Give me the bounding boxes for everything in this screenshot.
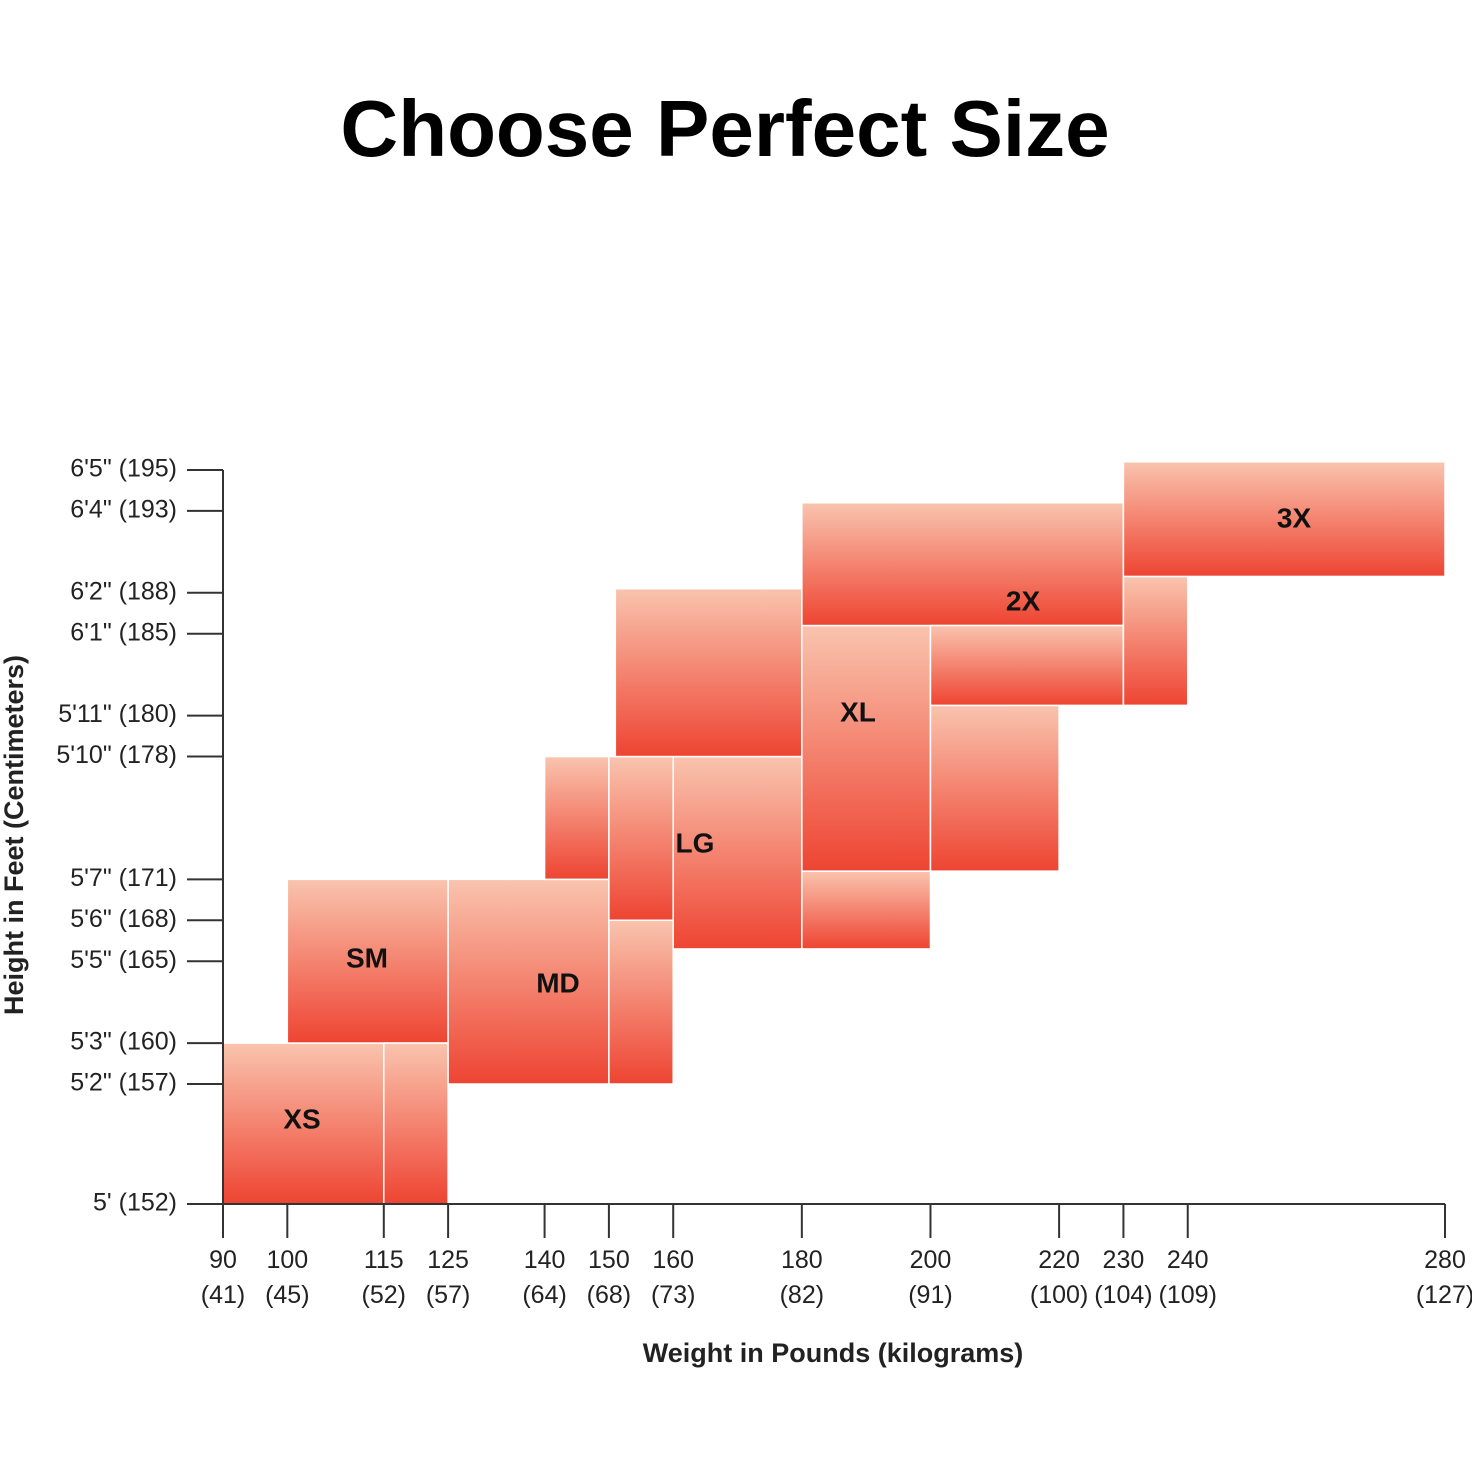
y-axis-title: Height in Feet (Centimeters) (0, 655, 29, 1015)
y-tick-label: 5'6" (168) (70, 905, 177, 933)
x-tick-label: 125 (57) (426, 1246, 470, 1309)
y-tick-label: 5'10" (178) (56, 741, 177, 769)
y-tick-label: 5'11" (180) (58, 700, 177, 728)
size-region (801, 870, 932, 950)
x-axis-title: Weight in Pounds (kilograms) (643, 1338, 1024, 1368)
size-region (608, 755, 674, 922)
x-tick-label: 150 (68) (587, 1246, 631, 1309)
y-tick-label: 6'2" (188) (70, 577, 177, 605)
y-tick-label: 5' (152) (93, 1189, 177, 1217)
x-tick-label: 115 (52) (362, 1246, 406, 1309)
size-region (929, 704, 1060, 872)
x-tick-label: 200 (91) (908, 1246, 952, 1309)
x-tick-label: 100 (45) (265, 1246, 309, 1309)
y-tick-label: 6'1" (185) (70, 618, 177, 646)
x-tick-label: 90 (41) (201, 1246, 245, 1309)
size-region (801, 624, 932, 872)
region-label: MD (536, 967, 580, 998)
region-label: SM (346, 942, 388, 973)
x-tick-label: 280 (127) (1416, 1246, 1472, 1309)
x-tick-label: 230 (104) (1094, 1246, 1152, 1309)
x-tick-label: 160 (73) (651, 1246, 695, 1309)
size-region (383, 1042, 449, 1205)
region-label: XS (283, 1103, 320, 1134)
region-label: LG (676, 827, 715, 858)
size-region (801, 501, 1125, 627)
chart-title: Choose Perfect Size (340, 84, 1109, 173)
y-tick-label: 5'7" (171) (70, 864, 177, 892)
y-tick-label: 5'2" (157) (70, 1069, 177, 1097)
size-region (1122, 575, 1189, 707)
size-region (543, 755, 610, 881)
x-tick-label: 140 (64) (522, 1246, 566, 1309)
size-region (929, 624, 1125, 707)
x-tick-label: 240 (109) (1159, 1246, 1217, 1309)
region-label: XL (840, 696, 876, 727)
x-tick-label: 180 (82) (780, 1246, 824, 1309)
y-tick-label: 5'5" (165) (70, 946, 177, 974)
size-region (608, 919, 674, 1085)
size-region (447, 878, 610, 1085)
region-label: 2X (1006, 585, 1041, 616)
x-tick-label: 220 (100) (1030, 1246, 1088, 1309)
size-region (222, 1042, 385, 1205)
size-region (1122, 461, 1446, 578)
y-tick-label: 5'3" (160) (70, 1028, 177, 1056)
y-tick-label: 6'5" (195) (70, 455, 177, 483)
region-label: 3X (1277, 502, 1312, 533)
size-region (286, 878, 449, 1044)
y-tick-label: 6'4" (193) (70, 496, 177, 524)
size-region (614, 587, 803, 758)
